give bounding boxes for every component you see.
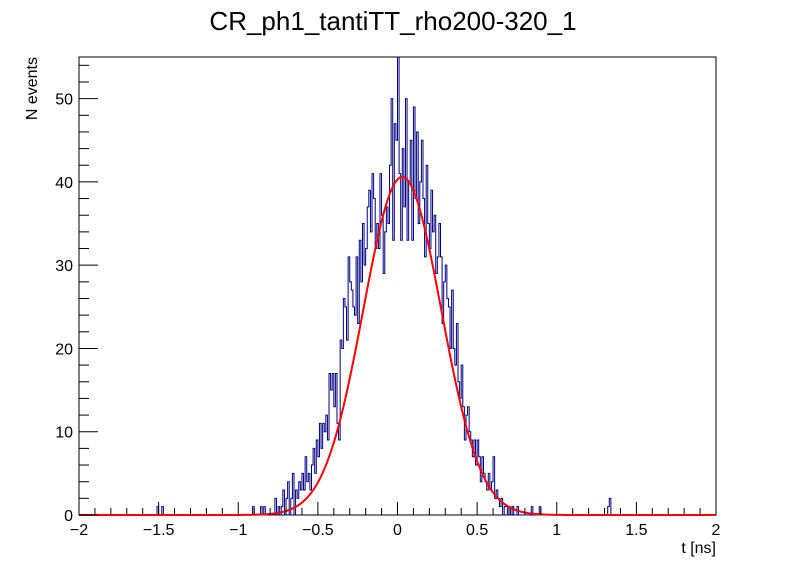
chart-title: CR_ph1_tantiTT_rho200-320_1 xyxy=(209,6,576,36)
x-tick-label: 1 xyxy=(552,522,561,539)
fit-layer xyxy=(79,175,716,516)
y-axis-label: N events xyxy=(24,57,41,120)
x-tick-label: −0.5 xyxy=(302,522,334,539)
y-axis-ticks: 0 10 20 30 40 50 xyxy=(55,64,98,525)
y-tick-label: 10 xyxy=(55,425,73,442)
y-tick-label: 40 xyxy=(55,175,73,192)
x-tick-label: 2 xyxy=(712,522,721,539)
x-tick-label: −1 xyxy=(229,522,247,539)
x-tick-label: 0 xyxy=(393,522,402,539)
y-tick-label: 50 xyxy=(55,92,73,109)
x-axis-label: t [ns] xyxy=(681,540,716,557)
x-axis-ticks: −2 −1.5 −1 −0.5 0 0.5 1 1.5 2 xyxy=(70,502,721,539)
x-tick-label: −1.5 xyxy=(143,522,175,539)
gaussian-fit-curve xyxy=(79,175,716,516)
y-tick-label: 20 xyxy=(55,341,73,358)
x-tick-label: −2 xyxy=(70,522,88,539)
plot-area: −2 −1.5 −1 −0.5 0 0.5 1 1.5 2 0 10 20 30 40 50 xyxy=(55,56,721,539)
y-tick-label: 0 xyxy=(64,508,73,525)
x-tick-label: 0.5 xyxy=(466,522,488,539)
x-tick-label: 1.5 xyxy=(625,522,647,539)
y-tick-label: 30 xyxy=(55,258,73,275)
